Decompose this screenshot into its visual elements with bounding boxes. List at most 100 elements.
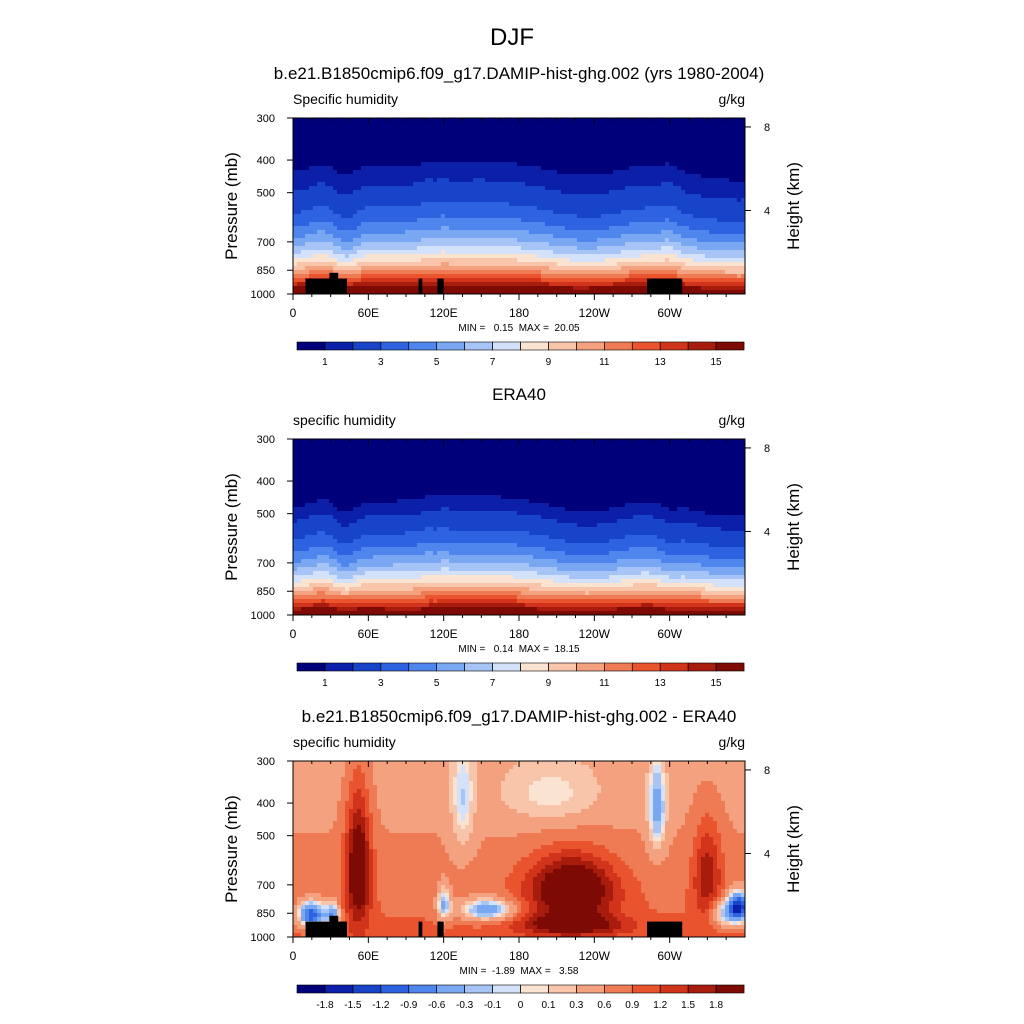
topography-block — [418, 921, 423, 937]
lon-tick-label: 60W — [657, 949, 682, 963]
colorbar-swatch — [548, 342, 577, 350]
colorbar-swatch — [520, 985, 549, 993]
colorbar-label: -1.5 — [344, 1000, 362, 1011]
colorbar-label: 0.9 — [625, 1000, 639, 1011]
topography-block — [437, 278, 444, 294]
colorbar-swatch — [436, 342, 465, 350]
panel-3: b.e21.B1850cmip6.f09_g17.DAMIP-hist-ghg.… — [222, 707, 803, 1011]
panel-title: b.e21.B1850cmip6.f09_g17.DAMIP-hist-ghg.… — [274, 64, 764, 83]
min-max-text: MIN = 0.15 MAX = 20.05 — [458, 323, 580, 334]
colorbar-swatch — [688, 985, 717, 993]
colorbar-label: 0.1 — [541, 1000, 555, 1011]
colorbar-label: 7 — [490, 678, 496, 689]
colorbar-swatch — [436, 663, 465, 671]
colorbar-swatch — [492, 985, 521, 993]
colorbar-label: -0.1 — [484, 1000, 502, 1011]
colorbar-swatch — [297, 985, 326, 993]
colorbar-label: 3 — [378, 678, 384, 689]
pressure-tick-label: 400 — [257, 476, 275, 488]
pressure-tick-label: 1000 — [251, 610, 275, 622]
colorbar-swatch — [520, 342, 549, 350]
pressure-tick-label: 850 — [257, 265, 275, 277]
colorbar-swatch — [632, 663, 661, 671]
colorbar-label: -0.3 — [456, 1000, 474, 1011]
colorbar-label: 11 — [599, 678, 610, 689]
lon-tick-label: 120W — [579, 627, 611, 641]
colorbar-label: 3 — [378, 357, 384, 368]
colorbar-swatch — [716, 663, 745, 671]
lon-tick-label: 60W — [657, 627, 682, 641]
pressure-tick-label: 300 — [257, 113, 275, 125]
pressure-tick-label: 700 — [257, 558, 275, 570]
topography-mask — [305, 915, 683, 937]
lon-tick-label: 0 — [290, 306, 297, 320]
colorbar-swatch — [408, 985, 437, 993]
lon-tick-label: 180 — [509, 627, 529, 641]
colorbar-swatch — [576, 342, 605, 350]
colorbar-swatch — [297, 663, 326, 671]
units-label: g/kg — [719, 91, 745, 107]
lon-tick-label: 0 — [290, 949, 297, 963]
pressure-tick-label: 1000 — [251, 289, 275, 301]
colorbar-swatch — [688, 663, 717, 671]
y-axis-label: Pressure (mb) — [222, 795, 241, 903]
colorbar-label: 1.5 — [681, 1000, 695, 1011]
colorbar-label: 9 — [546, 357, 552, 368]
pressure-tick-label: 850 — [257, 908, 275, 920]
colorbar: 1 3 5 7 9 11 13 15 — [296, 341, 745, 368]
topography-block — [305, 921, 347, 937]
colorbar-swatch — [548, 663, 577, 671]
pressure-tick-label: 400 — [257, 798, 275, 810]
lon-tick-label: 120E — [430, 949, 458, 963]
lon-tick-label: 60E — [358, 306, 379, 320]
topography-block — [647, 921, 683, 937]
colorbar-swatch — [324, 663, 354, 671]
colorbar-label: 1 — [322, 678, 328, 689]
colorbar-swatch — [464, 342, 493, 350]
contour-field — [293, 118, 746, 295]
lon-tick-label: 120W — [579, 949, 611, 963]
topography-block — [329, 272, 339, 294]
colorbar-swatch — [464, 663, 493, 671]
contour-field — [293, 761, 746, 938]
height-tick-label: 4 — [764, 526, 770, 538]
height-tick-label: 8 — [764, 765, 770, 777]
colorbar-swatch — [604, 663, 633, 671]
colorbar-swatch — [716, 342, 745, 350]
pressure-tick-label: 700 — [257, 237, 275, 249]
colorbar-label: 5 — [434, 678, 440, 689]
colorbar-label: 1.8 — [709, 1000, 723, 1011]
figure-title: DJF — [490, 24, 534, 51]
y2-axis-label: Height (km) — [784, 162, 803, 250]
colorbar-label: 1.2 — [653, 1000, 667, 1011]
lon-tick-label: 120E — [430, 306, 458, 320]
colorbar-label: 13 — [655, 678, 667, 689]
colorbar-swatch — [660, 985, 689, 993]
colorbar-swatch — [380, 663, 410, 671]
height-tick-label: 4 — [764, 848, 770, 860]
y-axis-label: Pressure (mb) — [222, 152, 241, 260]
colorbar-swatch — [380, 342, 410, 350]
colorbar-swatch — [380, 985, 410, 993]
panels: b.e21.B1850cmip6.f09_g17.DAMIP-hist-ghg.… — [222, 64, 803, 1011]
pressure-tick-label: 500 — [257, 509, 275, 521]
colorbar-cell-border — [715, 341, 745, 351]
lon-tick-label: 0 — [290, 627, 297, 641]
colorbar: 1 3 5 7 9 11 13 15 — [296, 662, 745, 689]
colorbar-label: 5 — [434, 357, 440, 368]
colorbar-label: 0.6 — [597, 1000, 611, 1011]
lon-tick-label: 180 — [509, 306, 529, 320]
colorbar-label: -1.2 — [372, 1000, 390, 1011]
pressure-tick-label: 1000 — [251, 932, 275, 944]
panel-title: b.e21.B1850cmip6.f09_g17.DAMIP-hist-ghg.… — [302, 707, 737, 726]
colorbar-label: 1 — [322, 357, 328, 368]
y-axis-label: Pressure (mb) — [222, 473, 241, 581]
lon-tick-label: 60E — [358, 949, 379, 963]
pressure-tick-label: 850 — [257, 586, 275, 598]
topography-block — [418, 278, 423, 294]
colorbar-swatch — [660, 663, 689, 671]
lon-tick-label: 120W — [579, 306, 611, 320]
panel-1: b.e21.B1850cmip6.f09_g17.DAMIP-hist-ghg.… — [222, 64, 803, 368]
colorbar-swatch — [716, 985, 745, 993]
